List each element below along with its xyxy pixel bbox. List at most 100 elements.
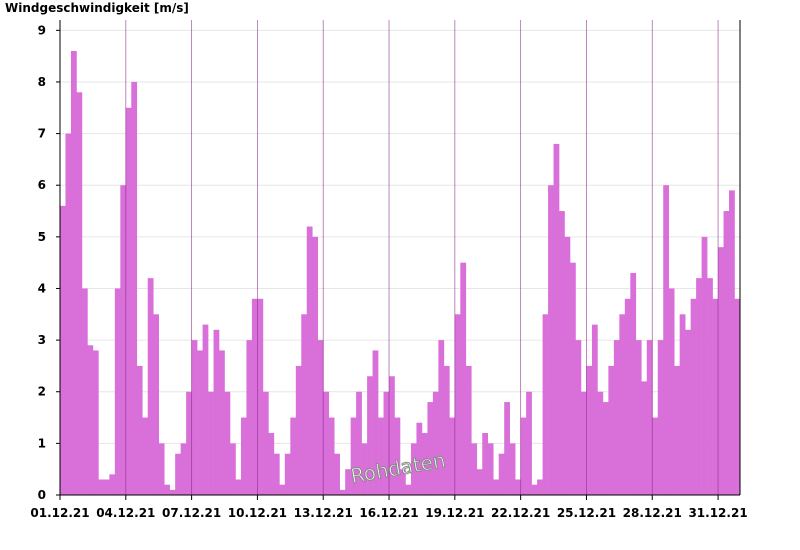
bar — [504, 402, 510, 495]
bar — [520, 417, 527, 495]
y-tick-label: 4 — [38, 281, 46, 295]
bar — [635, 340, 642, 495]
bar — [668, 288, 675, 495]
bar — [421, 433, 428, 495]
bar — [564, 236, 571, 495]
bar — [114, 288, 121, 495]
x-tick-label: 16.12.21 — [359, 506, 418, 520]
y-tick-label: 0 — [38, 488, 46, 502]
x-tick-label: 31.12.21 — [688, 506, 747, 520]
bar — [164, 484, 170, 495]
bar — [147, 278, 154, 495]
bar — [301, 314, 308, 495]
x-tick-label: 13.12.21 — [294, 506, 353, 520]
bar — [120, 185, 127, 495]
bar — [383, 391, 390, 495]
bar — [580, 391, 587, 495]
x-tick-label: 22.12.21 — [491, 506, 550, 520]
bar — [372, 350, 379, 495]
bar — [70, 50, 77, 495]
bar — [246, 340, 253, 495]
bar — [602, 402, 609, 495]
x-tick-label: 01.12.21 — [30, 506, 89, 520]
bar — [476, 469, 483, 495]
bar — [685, 329, 691, 495]
bar — [465, 365, 472, 495]
bar — [493, 479, 500, 495]
bar — [575, 340, 582, 495]
y-tick-label: 5 — [38, 230, 46, 244]
bar — [361, 443, 368, 495]
bar — [224, 391, 231, 495]
y-tick-label: 1 — [38, 436, 46, 450]
bar — [657, 340, 664, 495]
bar — [240, 417, 247, 495]
bar — [515, 479, 521, 495]
bar — [350, 417, 357, 495]
bar — [290, 417, 297, 495]
bar — [531, 484, 538, 495]
bar — [509, 443, 516, 495]
bar — [723, 211, 730, 496]
bar — [696, 278, 702, 495]
bar — [125, 107, 132, 496]
bar — [432, 391, 439, 495]
x-tick-label: 28.12.21 — [623, 506, 682, 520]
bar — [389, 376, 395, 495]
bar — [367, 376, 373, 495]
bar — [553, 143, 560, 496]
bar — [707, 278, 713, 495]
bar — [663, 185, 670, 495]
bar — [630, 272, 637, 495]
bar — [186, 391, 192, 495]
x-tick-label: 10.12.21 — [228, 506, 287, 520]
y-axis-label: Windgeschwindigkeit [m/s] — [5, 1, 189, 15]
bar — [279, 484, 286, 495]
x-tick-label: 19.12.21 — [425, 506, 484, 520]
bar — [608, 365, 615, 495]
bar — [410, 443, 417, 495]
bar — [60, 205, 66, 495]
bar — [438, 340, 445, 495]
bar — [345, 469, 351, 495]
bar — [674, 365, 680, 495]
bar — [427, 402, 434, 495]
bar — [306, 226, 313, 496]
y-tick-label: 2 — [38, 385, 46, 399]
bar — [109, 474, 116, 495]
bar — [103, 479, 110, 495]
bar — [641, 381, 648, 495]
bar — [460, 262, 467, 495]
bar — [542, 314, 549, 495]
bar — [400, 469, 406, 495]
bar — [356, 391, 362, 495]
bar — [235, 479, 242, 495]
bar — [180, 443, 187, 495]
bar — [690, 298, 697, 495]
bar — [65, 133, 72, 495]
bar — [537, 479, 543, 495]
bar — [591, 324, 598, 495]
bar — [136, 365, 143, 495]
bar — [312, 236, 319, 495]
y-tick-label: 7 — [38, 127, 46, 141]
y-tick-label: 8 — [38, 75, 46, 89]
bar — [471, 443, 478, 495]
bar — [87, 345, 94, 495]
bar — [416, 422, 423, 495]
bar — [142, 417, 149, 495]
bar — [213, 329, 220, 495]
bar — [284, 453, 291, 495]
bar — [257, 298, 264, 495]
y-tick-label: 6 — [38, 178, 46, 192]
bar — [197, 350, 203, 495]
bar — [718, 247, 724, 495]
bar — [208, 391, 214, 495]
x-tick-label: 25.12.21 — [557, 506, 616, 520]
bar — [652, 417, 659, 495]
bar — [169, 489, 176, 495]
bar — [443, 365, 450, 495]
bar — [613, 340, 620, 495]
bar — [498, 453, 505, 495]
bar — [559, 211, 565, 496]
